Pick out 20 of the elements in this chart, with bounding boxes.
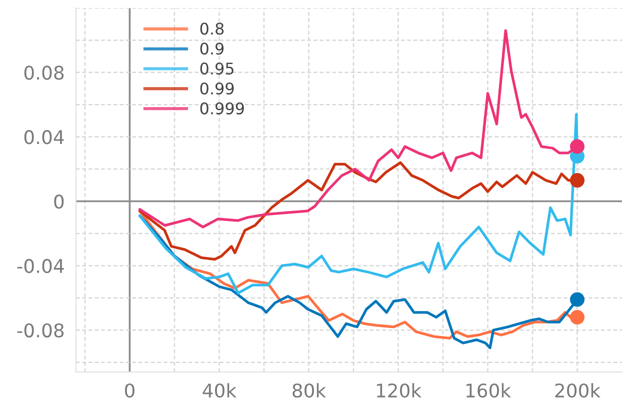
x-tick-label: 200k (555, 383, 601, 398)
y-tick-label: 0.04 (24, 130, 64, 144)
x-tick-label: 80k (292, 383, 326, 398)
legend-label: 0.99 (200, 82, 234, 95)
legend-label: 0.8 (200, 22, 224, 35)
point (570, 292, 585, 307)
y-tick-label: -0.04 (17, 258, 64, 274)
y-tick-label: 0.08 (24, 66, 64, 80)
legend-label: 0.9 (200, 42, 224, 55)
x-tick-label: 160k (466, 383, 512, 398)
y-tick-label: 0 (54, 194, 64, 209)
x-tick-label: 120k (376, 383, 422, 398)
legend-label: 0.999 (200, 102, 244, 114)
y-tick-label: -0.08 (17, 323, 64, 338)
x-tick-label: 40k (202, 383, 237, 398)
point (570, 173, 585, 188)
point (570, 310, 585, 325)
x-tick-label: 0 (124, 383, 134, 398)
point (570, 139, 585, 154)
legend-label: 0.95 (200, 62, 234, 75)
